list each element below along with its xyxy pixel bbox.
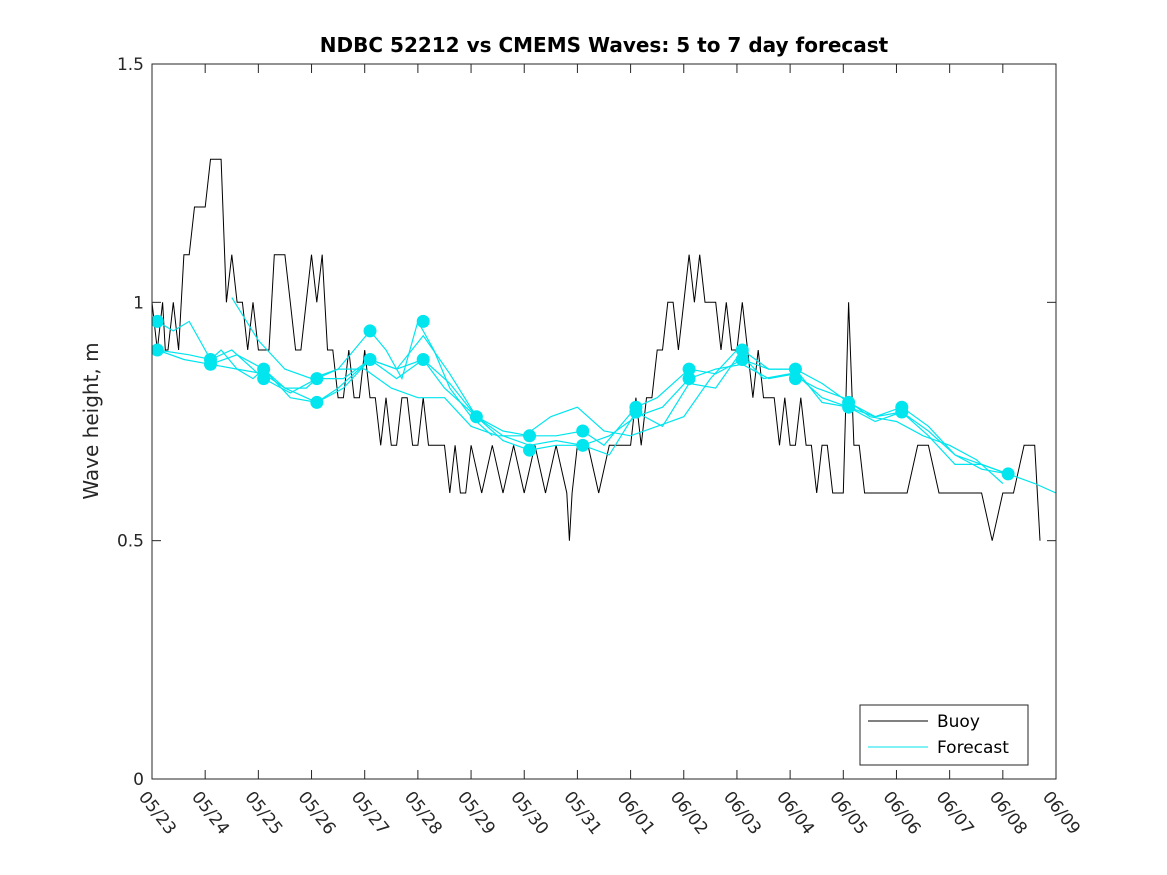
forecast-marker: [682, 372, 696, 386]
forecast-marker: [629, 405, 643, 419]
forecast-marker: [363, 353, 377, 367]
forecast-marker: [788, 362, 802, 376]
y-tick-label: 0: [133, 770, 144, 790]
forecast-marker: [788, 372, 802, 386]
forecast-marker: [257, 372, 271, 386]
forecast-marker: [576, 424, 590, 438]
forecast-marker: [152, 343, 164, 357]
forecast-marker: [735, 353, 749, 367]
forecast-marker: [203, 357, 217, 371]
forecast-marker: [523, 429, 537, 443]
axes-box: [151, 63, 1057, 780]
forecast-marker: [682, 362, 696, 376]
forecast-marker: [257, 362, 271, 376]
forecast-run-line-3: [210, 349, 1009, 475]
legend-buoy-label: Buoy: [937, 712, 980, 732]
forecast-marker: [310, 372, 324, 386]
forecast-marker: [735, 343, 749, 357]
forecast-marker: [416, 314, 430, 328]
y-tick-label: 1: [133, 293, 144, 313]
chart-title: NDBC 52212 vs CMEMS Waves: 5 to 7 day fo…: [320, 33, 889, 57]
forecast-run-line-1: [157, 349, 1056, 494]
forecast-marker: [416, 353, 430, 367]
forecast-run-line-4: [231, 297, 1004, 484]
plot-area: [152, 158, 1056, 541]
forecast-marker: [363, 324, 377, 338]
legend-box: [859, 704, 1029, 766]
forecast-marker: [310, 395, 324, 409]
forecast-marker: [895, 405, 909, 419]
buoy-series-line: [152, 158, 1041, 541]
forecast-run-line-0: [156, 319, 493, 437]
forecast-marker: [152, 314, 164, 328]
legend-forecast-label: Forecast: [937, 738, 1009, 758]
y-tick-label: 1.5: [117, 55, 144, 75]
forecast-marker: [1001, 467, 1015, 481]
forecast-marker: [576, 438, 590, 452]
forecast-marker: [469, 410, 483, 424]
y-axis-title: Wave height, m: [79, 342, 103, 499]
legend: Buoy Forecast: [859, 704, 1029, 766]
forecast-marker: [523, 443, 537, 457]
forecast-marker: [842, 400, 856, 414]
y-tick-label: 0.5: [117, 532, 144, 552]
